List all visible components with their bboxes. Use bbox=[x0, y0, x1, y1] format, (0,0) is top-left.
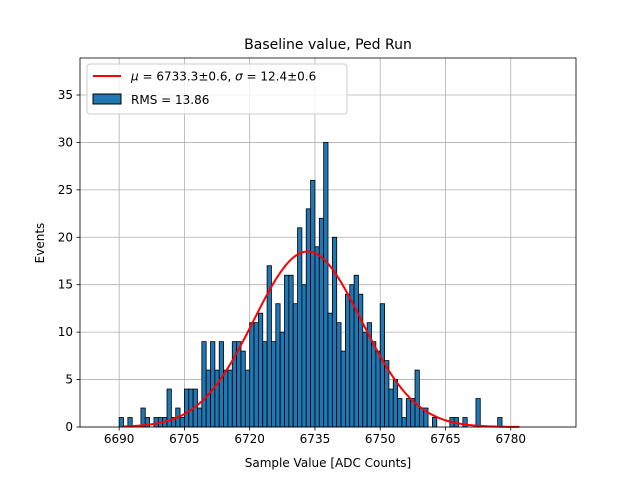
histogram-bar bbox=[310, 179, 316, 428]
histogram-bar bbox=[262, 341, 268, 428]
x-axis-label: Sample Value [ADC Counts] bbox=[245, 456, 411, 470]
y-tick-label: 25 bbox=[58, 183, 73, 197]
histogram-bar bbox=[153, 417, 159, 428]
x-tick-label: 6720 bbox=[234, 432, 265, 446]
histogram-bar bbox=[305, 208, 311, 428]
legend-sigma-value: = 12.4±0.6 bbox=[243, 70, 317, 84]
legend: μ = 6733.3±0.6, σ = 12.4±0.6 RMS = 13.86 bbox=[86, 63, 348, 115]
histogram-bar bbox=[279, 331, 285, 428]
histogram-bar bbox=[244, 369, 251, 428]
histogram-bar bbox=[218, 341, 224, 428]
y-tick-label: 30 bbox=[58, 135, 73, 149]
histogram-bar bbox=[205, 369, 211, 428]
histogram-bar bbox=[353, 274, 359, 428]
histogram-bar bbox=[318, 217, 325, 428]
legend-sigma-symbol: σ bbox=[235, 70, 243, 84]
histogram-bar bbox=[301, 284, 307, 428]
histogram-bar bbox=[292, 303, 298, 428]
y-tick-label: 15 bbox=[58, 278, 73, 292]
chart-title: Baseline value, Ped Run bbox=[244, 37, 412, 53]
y-tick-label: 20 bbox=[58, 230, 73, 244]
histogram-bar bbox=[236, 341, 242, 428]
x-tick-label: 6750 bbox=[365, 432, 396, 446]
x-axis-ticks: 6690 6705 6720 6735 6750 6765 6780 bbox=[104, 427, 526, 446]
histogram-bar bbox=[227, 369, 233, 428]
histogram-bar bbox=[379, 303, 385, 428]
x-tick-label: 6705 bbox=[169, 432, 200, 446]
histogram-bars bbox=[118, 142, 503, 428]
histogram-bar bbox=[253, 322, 259, 428]
histogram-bar bbox=[118, 417, 124, 428]
y-axis-label: Events bbox=[33, 223, 47, 264]
histogram-bar bbox=[210, 341, 216, 428]
histogram-bar bbox=[388, 388, 394, 428]
histogram-bar bbox=[284, 274, 290, 428]
histogram-bar bbox=[257, 312, 264, 428]
y-tick-label: 10 bbox=[58, 325, 73, 339]
histogram-bar bbox=[362, 331, 368, 428]
histogram-bar bbox=[375, 350, 381, 428]
histogram-bar bbox=[197, 407, 203, 428]
histogram-bar bbox=[397, 398, 403, 428]
histogram-bar bbox=[401, 417, 407, 428]
histogram-bar bbox=[249, 322, 255, 428]
histogram-bar bbox=[288, 274, 294, 428]
histogram-bar bbox=[323, 142, 329, 428]
x-tick-label: 6780 bbox=[495, 432, 526, 446]
histogram-bar bbox=[331, 236, 338, 428]
histogram-bar bbox=[414, 369, 420, 428]
axes-frame bbox=[79, 57, 577, 428]
histogram-bar bbox=[214, 369, 220, 428]
x-tick-label: 6735 bbox=[300, 432, 331, 446]
histogram-bar bbox=[340, 350, 346, 428]
histogram-bar bbox=[201, 341, 207, 428]
y-axis-ticks: 0 5 10 15 20 25 30 35 bbox=[58, 88, 80, 434]
histogram-bar bbox=[345, 293, 351, 428]
y-tick-label: 35 bbox=[58, 88, 73, 102]
legend-mu-value: = 6733.3±0.6, bbox=[139, 70, 235, 84]
histogram-bar bbox=[371, 341, 377, 428]
histogram-bar bbox=[314, 246, 320, 428]
histogram-bar bbox=[275, 303, 281, 428]
histogram-bar bbox=[179, 417, 185, 428]
gaussian-fit-curve bbox=[123, 250, 520, 428]
y-tick-label: 5 bbox=[65, 373, 73, 387]
histogram-bar bbox=[497, 417, 503, 428]
histogram-bar bbox=[392, 379, 399, 428]
y-tick-label: 0 bbox=[65, 420, 73, 434]
histogram-bar bbox=[418, 407, 425, 428]
histogram-bar bbox=[475, 398, 481, 428]
histogram-bar bbox=[405, 398, 412, 428]
legend-fit-label: μ = 6733.3±0.6, σ = 12.4±0.6 bbox=[130, 70, 316, 84]
legend-hist-swatch bbox=[92, 93, 122, 105]
histogram-bar bbox=[432, 417, 438, 428]
histogram-bar bbox=[184, 388, 190, 428]
histogram-bar bbox=[140, 407, 146, 428]
histogram-bar bbox=[271, 341, 277, 428]
histogram-bar bbox=[297, 227, 303, 428]
histogram-bar bbox=[336, 322, 342, 428]
legend-box bbox=[86, 63, 348, 115]
legend-mu-symbol: μ bbox=[130, 70, 139, 84]
legend-hist-label: RMS = 13.86 bbox=[131, 93, 209, 107]
x-tick-label: 6765 bbox=[430, 432, 461, 446]
x-tick-label: 6690 bbox=[104, 432, 135, 446]
histogram-bar bbox=[223, 369, 229, 428]
histogram-bar bbox=[240, 350, 246, 428]
histogram-bar bbox=[327, 312, 333, 428]
